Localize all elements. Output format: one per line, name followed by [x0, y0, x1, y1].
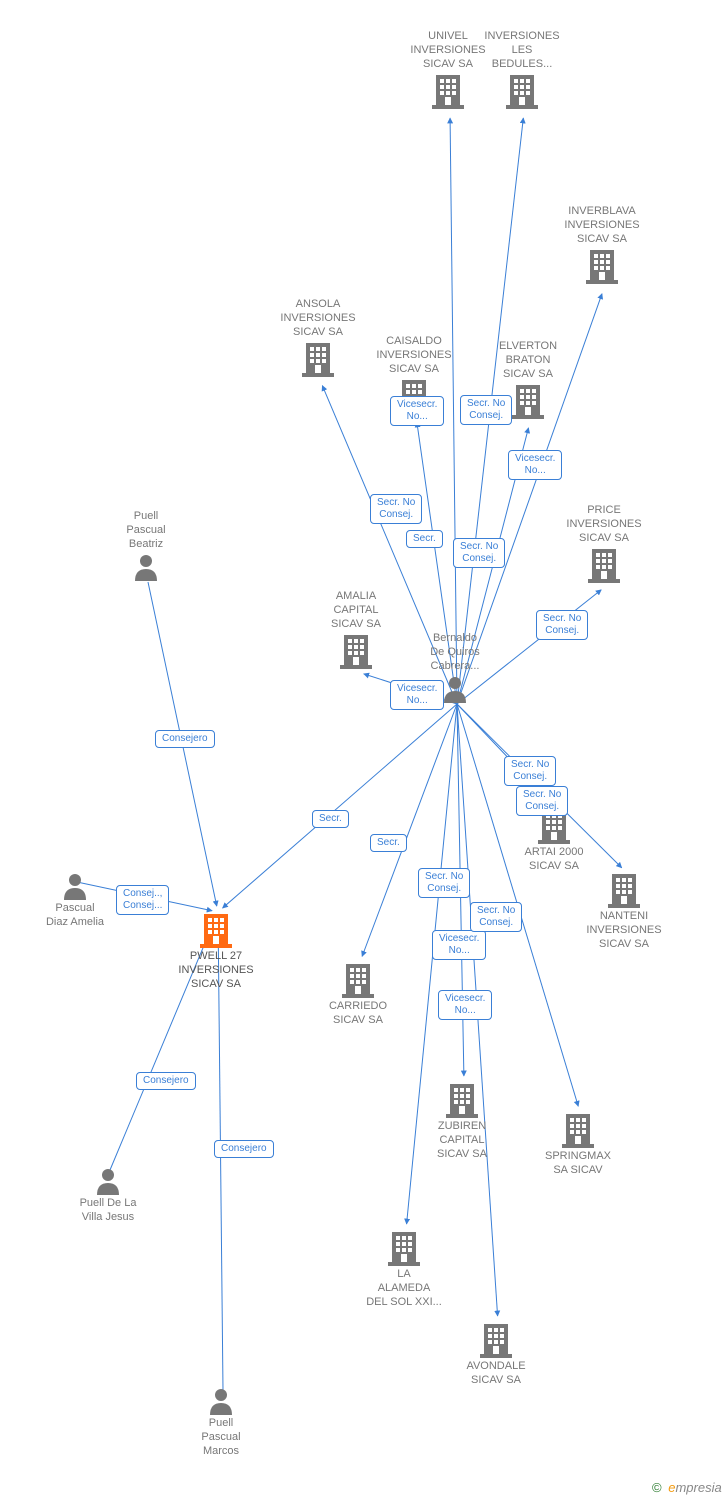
edge-label: Secr. NoConsej. [460, 395, 512, 425]
node-label: AMALIACAPITALSICAV SA [301, 590, 411, 631]
edge-label: Consejero [214, 1140, 274, 1158]
edge-label: Vicesecr.No... [390, 396, 444, 426]
edge-label: Secr. [370, 834, 407, 852]
node-label: LAALAMEDADEL SOL XXI... [349, 1268, 459, 1309]
node-label: ELVERTONBRATONSICAV SA [473, 340, 583, 381]
edge-label: Consejero [155, 730, 215, 748]
node-label: INVERSIONESLESBEDULES... [467, 30, 577, 71]
node-label: CARRIEDOSICAV SA [303, 1000, 413, 1028]
building-icon [161, 912, 271, 948]
node-label: PascualDiaz Amelia [20, 902, 130, 930]
edge-label: Secr. [406, 530, 443, 548]
building-icon [441, 1322, 551, 1358]
company-node-avondale[interactable]: AVONDALESICAV SA [441, 1320, 551, 1388]
company-node-ansola[interactable]: ANSOLAINVERSIONESSICAV SA [263, 298, 373, 379]
edge-label: Secr. NoConsej. [470, 902, 522, 932]
person-node-beatriz[interactable]: PuellPascualBeatriz [91, 510, 201, 583]
building-icon [301, 633, 411, 669]
copyright-symbol: © [652, 1480, 662, 1495]
company-node-inverblava[interactable]: INVERBLAVAINVERSIONESSICAV SA [547, 205, 657, 286]
person-icon [166, 1387, 276, 1415]
building-icon [549, 547, 659, 583]
building-icon [303, 962, 413, 998]
edge-label: Secr. NoConsej. [370, 494, 422, 524]
company-node-bedules[interactable]: INVERSIONESLESBEDULES... [467, 30, 577, 111]
brand-rest: mpresia [675, 1480, 721, 1495]
building-icon [467, 73, 577, 109]
person-icon [53, 1167, 163, 1195]
edge-label: Consejero [136, 1072, 196, 1090]
building-icon [523, 1112, 633, 1148]
building-icon [349, 1230, 459, 1266]
network-diagram: UNIVELINVERSIONESSICAV SA INVERSIONESLES… [0, 0, 728, 1500]
building-icon [569, 872, 679, 908]
company-node-alameda[interactable]: LAALAMEDADEL SOL XXI... [349, 1228, 459, 1309]
edge-label: Secr. NoConsej. [418, 868, 470, 898]
node-label: SPRINGMAXSA SICAV [523, 1150, 633, 1178]
node-label: ZUBIRENCAPITALSICAV SA [407, 1120, 517, 1161]
edge-label: Secr. NoConsej. [504, 756, 556, 786]
company-node-nanteni[interactable]: NANTENIINVERSIONESSICAV SA [569, 870, 679, 951]
person-node-marcos[interactable]: PuellPascualMarcos [166, 1385, 276, 1458]
node-label: BernaldoDe QuirosCabrera... [400, 632, 510, 673]
company-node-price[interactable]: PRICEINVERSIONESSICAV SA [549, 504, 659, 585]
node-label: PuellPascualBeatriz [91, 510, 201, 551]
edge-label: Vicesecr.No... [390, 680, 444, 710]
building-icon [407, 1082, 517, 1118]
person-icon [91, 553, 201, 581]
node-label: ANSOLAINVERSIONESSICAV SA [263, 298, 373, 339]
building-icon [263, 341, 373, 377]
edge-bernaldo-carriedo [362, 704, 457, 956]
edge-label: Vicesecr.No... [508, 450, 562, 480]
node-label: PWELL 27INVERSIONESSICAV SA [161, 950, 271, 991]
person-node-amelia[interactable]: PascualDiaz Amelia [20, 870, 130, 930]
edge-label: Secr. NoConsej. [516, 786, 568, 816]
company-node-amalia[interactable]: AMALIACAPITALSICAV SA [301, 590, 411, 671]
node-label: PuellPascualMarcos [166, 1417, 276, 1458]
company-node-pwell[interactable]: PWELL 27INVERSIONESSICAV SA [161, 910, 271, 991]
edge-label: Vicesecr.No... [438, 990, 492, 1020]
edge-label: Secr. NoConsej. [536, 610, 588, 640]
node-label: Puell De LaVilla Jesus [53, 1197, 163, 1225]
company-node-carriedo[interactable]: CARRIEDOSICAV SA [303, 960, 413, 1028]
company-node-springmax[interactable]: SPRINGMAXSA SICAV [523, 1110, 633, 1178]
person-node-jesus[interactable]: Puell De LaVilla Jesus [53, 1165, 163, 1225]
edge-label: Consej..,Consej... [116, 885, 169, 915]
node-label: INVERBLAVAINVERSIONESSICAV SA [547, 205, 657, 246]
node-label: AVONDALESICAV SA [441, 1360, 551, 1388]
person-icon [20, 872, 130, 900]
company-node-zubiren[interactable]: ZUBIRENCAPITALSICAV SA [407, 1080, 517, 1161]
edge-label: Secr. [312, 810, 349, 828]
node-label: NANTENIINVERSIONESSICAV SA [569, 910, 679, 951]
edge-label: Secr. NoConsej. [453, 538, 505, 568]
edge-label: Vicesecr.No... [432, 930, 486, 960]
node-label: CAISALDOINVERSIONESSICAV SA [359, 335, 469, 376]
building-icon [547, 248, 657, 284]
node-label: PRICEINVERSIONESSICAV SA [549, 504, 659, 545]
company-node-artai[interactable]: ARTAI 2000SICAV SA [499, 806, 609, 874]
watermark: © empresia [652, 1480, 722, 1495]
